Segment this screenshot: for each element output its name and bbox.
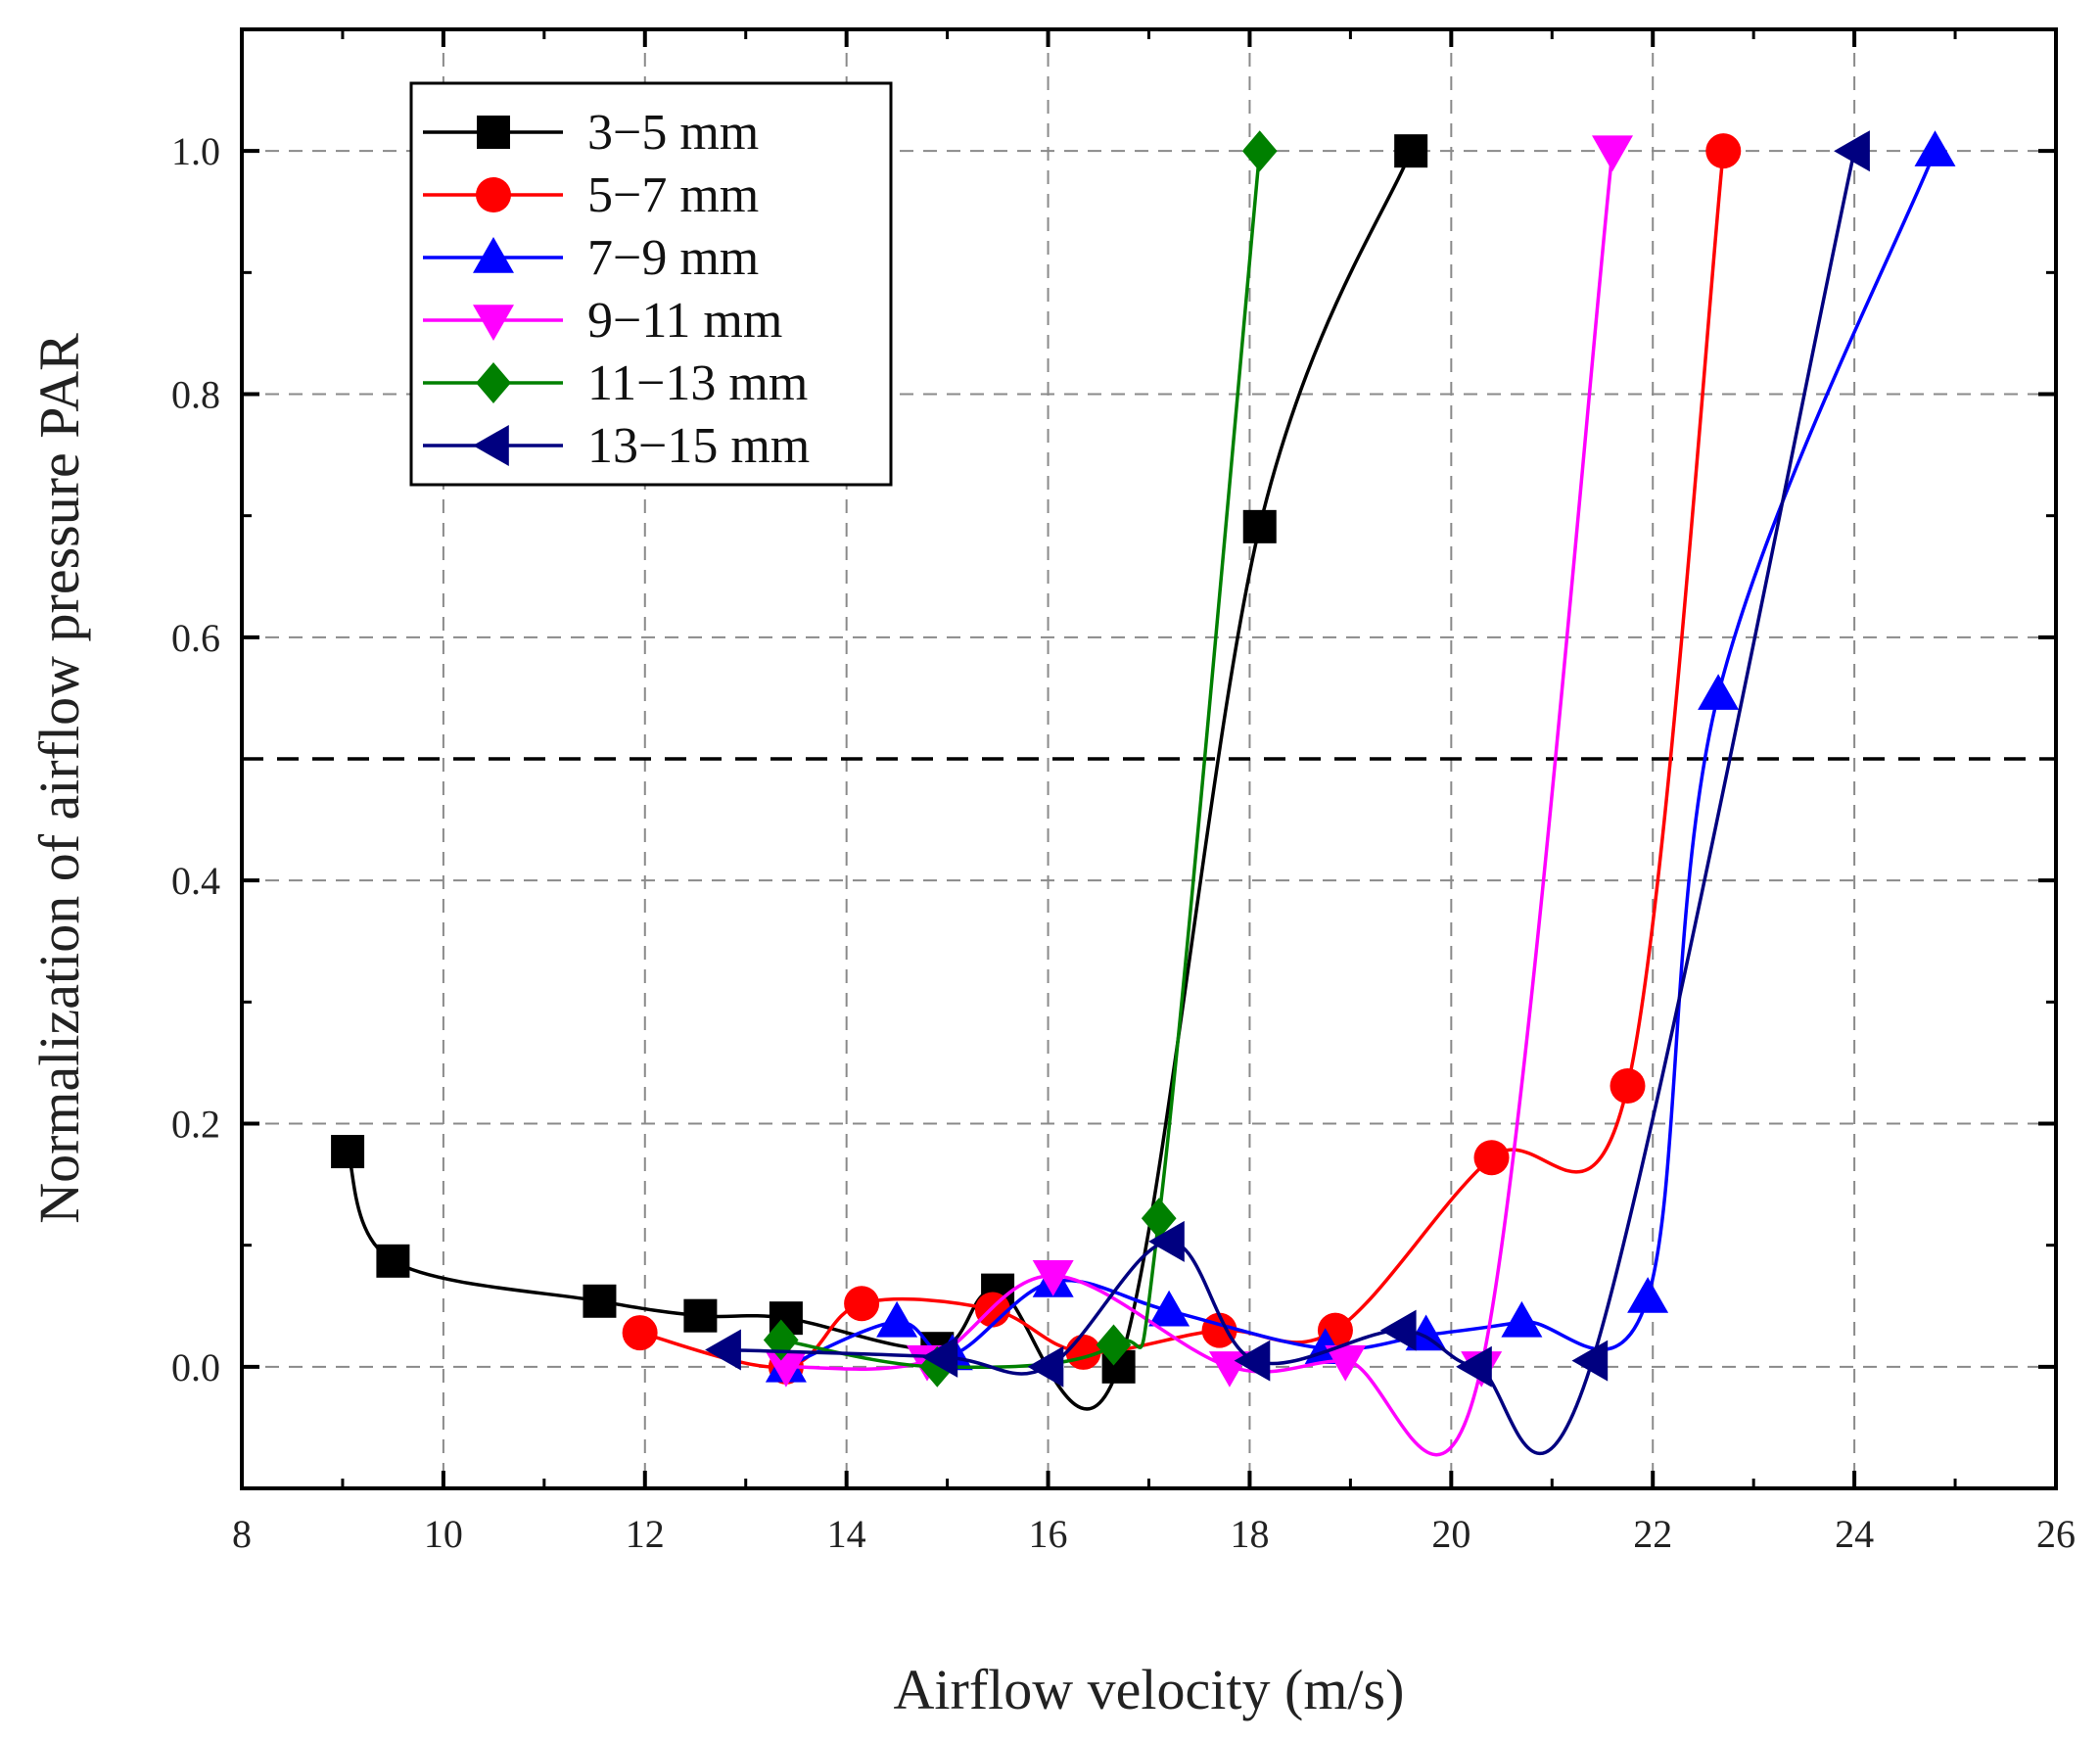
data-point <box>844 1286 880 1322</box>
data-point <box>1592 135 1633 172</box>
x-tick-label: 8 <box>232 1512 252 1556</box>
data-point <box>1834 130 1870 172</box>
y-tick-label: 0.0 <box>171 1345 220 1389</box>
y-tick-label: 0.6 <box>171 616 220 660</box>
series-layer <box>331 130 1956 1457</box>
series-5 <box>705 130 1870 1455</box>
data-point <box>1914 130 1956 166</box>
data-point <box>376 1244 410 1278</box>
legend-marker <box>473 425 509 466</box>
x-tick-label: 22 <box>1633 1512 1672 1556</box>
tick-labels: 8 10 12 14 16 18 20 22 24 26 0.0 0.2 0.4 0.6 0.8 1.0 <box>171 129 2076 1556</box>
axis-ticks <box>240 27 2058 1490</box>
y-tick-label: 0.8 <box>171 373 220 417</box>
data-point <box>1627 1277 1669 1313</box>
x-tick-label: 16 <box>1029 1512 1068 1556</box>
legend-label: 7−9 mm <box>587 230 759 286</box>
legend-marker <box>477 116 510 149</box>
legend-marker <box>473 237 514 273</box>
legend-label: 11−13 mm <box>587 355 808 411</box>
x-tick-label: 26 <box>2036 1512 2076 1556</box>
data-point <box>705 1329 741 1371</box>
data-point <box>1698 674 1740 710</box>
data-point <box>1571 1340 1609 1382</box>
legend-marker <box>473 305 514 341</box>
data-point <box>1325 1344 1367 1382</box>
y-tick-label: 1.0 <box>171 129 220 173</box>
data-point <box>1148 1220 1185 1262</box>
x-tick-label: 10 <box>424 1512 463 1556</box>
data-point <box>1705 133 1742 169</box>
data-point <box>1394 134 1428 168</box>
data-point <box>1241 130 1278 172</box>
x-axis-title: Airflow velocity (m/s) <box>894 1658 1405 1721</box>
data-point <box>876 1300 918 1338</box>
data-point <box>1242 509 1277 543</box>
legend-marker <box>476 177 511 212</box>
x-tick-label: 12 <box>626 1512 665 1556</box>
data-point <box>622 1315 658 1351</box>
data-point <box>1234 1340 1271 1382</box>
data-point <box>1501 1300 1543 1338</box>
legend-label: 9−11 mm <box>587 293 782 349</box>
data-point <box>1148 1290 1190 1327</box>
data-point <box>1027 1345 1064 1388</box>
data-point <box>1379 1309 1417 1351</box>
data-point <box>1096 1324 1132 1366</box>
legend-box <box>409 81 893 487</box>
data-point <box>1610 1068 1646 1105</box>
x-tick-label: 24 <box>1835 1512 1874 1556</box>
data-point <box>331 1135 365 1169</box>
legend-label: 13−15 mm <box>587 418 810 474</box>
data-point <box>583 1284 617 1318</box>
legend-label: 3−5 mm <box>587 105 759 161</box>
y-axis-title: Normalization of airflow pressure PAR <box>27 333 91 1224</box>
y-tick-label: 0.2 <box>171 1103 220 1147</box>
data-point <box>683 1298 718 1333</box>
data-point <box>921 1336 958 1378</box>
data-point <box>1473 1140 1510 1176</box>
x-tick-label: 20 <box>1431 1512 1470 1556</box>
legend-label: 5−7 mm <box>587 167 759 223</box>
data-point <box>765 1351 807 1388</box>
x-tick-label: 18 <box>1230 1512 1269 1556</box>
data-point <box>1141 1198 1177 1240</box>
x-tick-label: 14 <box>827 1512 866 1556</box>
legend: 3−5 mm 5−7 mm 7−9 mm 9−11 mm 11−13 mm 13−15 m… <box>409 81 893 487</box>
data-point <box>1456 1345 1492 1388</box>
y-tick-label: 0.4 <box>171 859 220 903</box>
legend-marker <box>476 362 511 403</box>
data-point <box>1032 1260 1074 1296</box>
